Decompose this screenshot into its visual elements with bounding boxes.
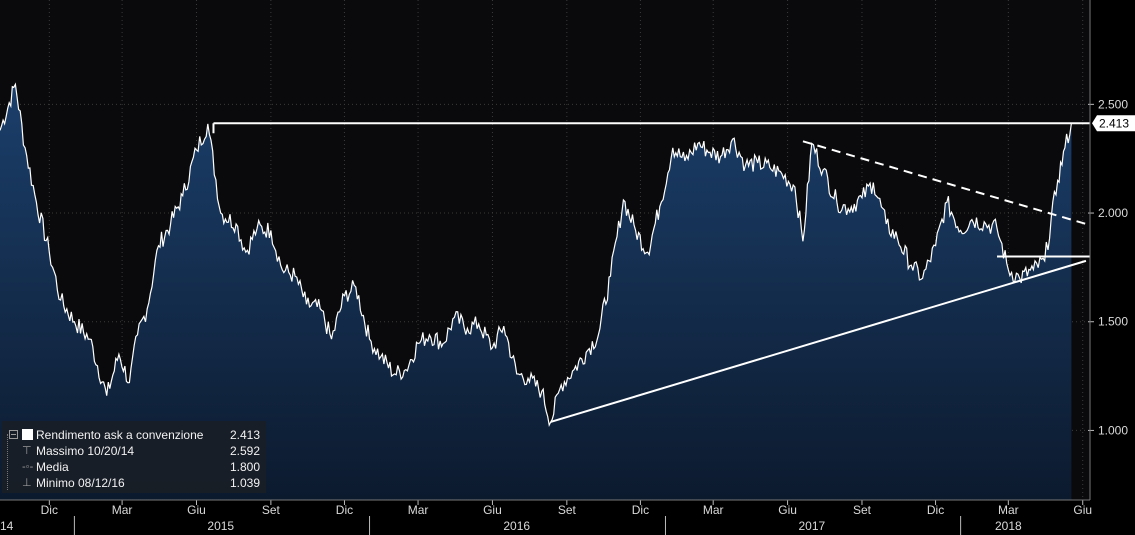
- legend-label: Minimo 08/12/16: [36, 476, 125, 490]
- legend-value: 2.592: [229, 444, 260, 458]
- max-marker-icon: ⊤: [22, 445, 32, 457]
- x-month-label: Giu: [1073, 503, 1092, 517]
- yield-area: [0, 84, 1072, 501]
- mean-marker-icon: -◦-: [22, 461, 34, 473]
- x-month-label: Dic: [336, 503, 353, 517]
- x-axis: Dic Mar Giu Set Dic Mar Giu Set Dic Mar Giu Set Dic M…: [0, 499, 1092, 535]
- x-month-label: Set: [558, 503, 577, 517]
- x-month-label: Mar: [703, 503, 724, 517]
- x-month-label: Set: [853, 503, 872, 517]
- x-month-label: Giu: [483, 503, 502, 517]
- legend-tree-line: [7, 434, 9, 490]
- x-month-label: Set: [262, 503, 281, 517]
- legend-row-mean[interactable]: -◦- Media 1.800: [6, 459, 260, 475]
- white-square-icon: [22, 429, 33, 440]
- chart-legend: Rendimento ask a convenzione 2.413 ⊤ Mas…: [2, 421, 266, 493]
- y-axis: 2.500 2.000 1.500 1.000: [1088, 0, 1128, 500]
- legend-value: 2.413: [229, 428, 260, 442]
- x-month-label: Mar: [998, 503, 1019, 517]
- downtrend-dashed-line: [802, 140, 1087, 225]
- legend-value: 1.039: [229, 476, 260, 490]
- last-value-label: 2.413: [1099, 116, 1129, 130]
- y-tick-label: 1.500: [1098, 315, 1128, 329]
- legend-label: Rendimento ask a convenzione: [36, 428, 204, 442]
- legend-row-series[interactable]: Rendimento ask a convenzione 2.413: [6, 427, 260, 443]
- legend-mean-marker: -◦-: [8, 459, 34, 475]
- y-tick-label: 1.000: [1098, 423, 1128, 437]
- y-tick-label: 2.000: [1098, 206, 1128, 220]
- last-value-tag: [1092, 115, 1135, 132]
- support-trendline: [550, 259, 1087, 423]
- legend-max-marker: ⊤: [8, 443, 34, 459]
- legend-min-marker: ⊥: [8, 475, 34, 491]
- collapse-icon[interactable]: [9, 430, 18, 439]
- x-year-label: 2015: [207, 519, 234, 533]
- x-year-label: 2017: [798, 519, 825, 533]
- trend-annotations: 2.413: [212, 115, 1135, 423]
- x-month-label: Mar: [408, 503, 429, 517]
- x-year-label: 2018: [995, 519, 1022, 533]
- legend-label: Massimo 10/20/14: [36, 444, 135, 458]
- legend-row-max[interactable]: ⊤ Massimo 10/20/14 2.592: [6, 443, 260, 459]
- y-tick-label: 2.500: [1098, 97, 1128, 111]
- x-month-label: Dic: [927, 503, 944, 517]
- x-month-label: Giu: [187, 503, 206, 517]
- x-month-label: Mar: [112, 503, 133, 517]
- legend-row-min[interactable]: ⊥ Minimo 08/12/16 1.039: [6, 475, 260, 491]
- x-year-label: 2014: [0, 519, 14, 533]
- legend-label: Media: [36, 460, 69, 474]
- legend-value: 1.800: [229, 460, 260, 474]
- x-month-label: Giu: [778, 503, 797, 517]
- x-month-label: Dic: [632, 503, 649, 517]
- legend-series-marker: [8, 427, 34, 443]
- min-marker-icon: ⊥: [22, 477, 32, 489]
- x-month-label: Dic: [41, 503, 58, 517]
- yield-line: [0, 82, 1072, 428]
- x-year-label: 2016: [503, 519, 530, 533]
